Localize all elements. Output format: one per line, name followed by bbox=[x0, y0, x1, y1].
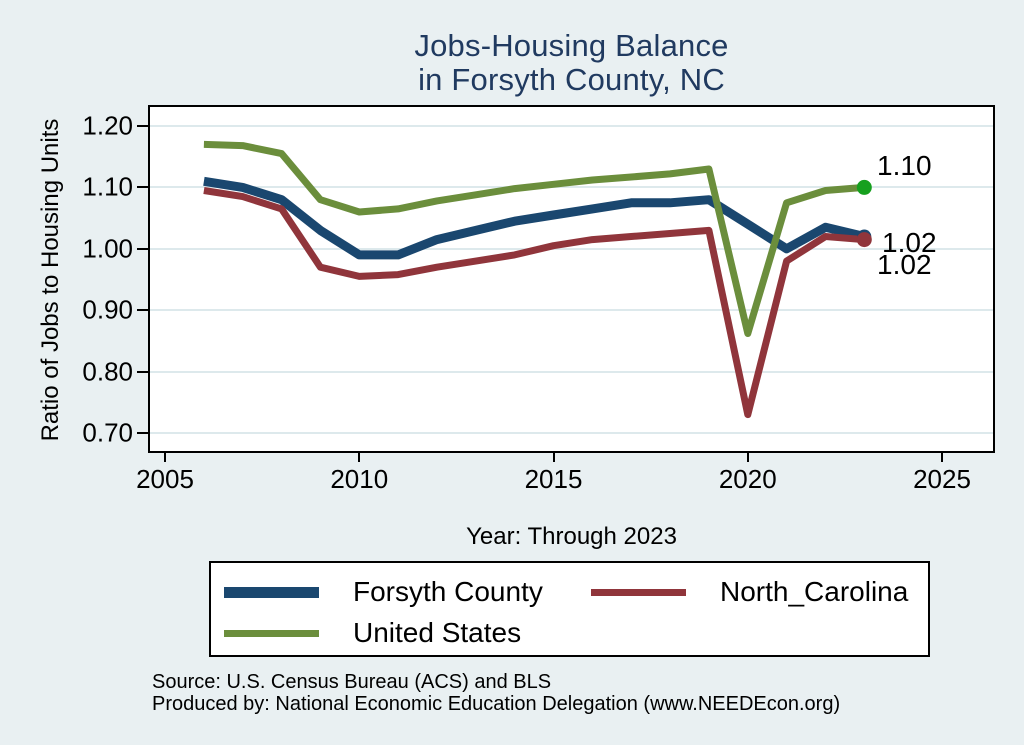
legend-entry-north-carolina: North_Carolina bbox=[591, 574, 908, 610]
legend-label: United States bbox=[353, 617, 522, 648]
gridline bbox=[148, 247, 995, 250]
end-marker-united-states bbox=[856, 179, 872, 195]
y-tick-mark bbox=[137, 125, 148, 127]
end-label-united-states: 1.10 bbox=[877, 150, 932, 182]
gridline bbox=[148, 432, 995, 434]
x-tick-mark bbox=[164, 453, 166, 462]
y-tick-label: 1.00 bbox=[82, 233, 133, 264]
legend-label: Forsyth County bbox=[353, 576, 543, 607]
plot-area: 1.02 1.02 1.10 bbox=[148, 105, 995, 453]
source-line: Source: U.S. Census Bureau (ACS) and BLS bbox=[152, 671, 552, 693]
chart-title-line1: Jobs-Housing Balance bbox=[414, 28, 729, 63]
legend-swatch bbox=[224, 629, 319, 637]
legend-entry-forsyth-county: Forsyth County bbox=[224, 574, 543, 610]
end-label-forsyth-county: 1.02 bbox=[882, 226, 937, 258]
legend-label: North_Carolina bbox=[720, 576, 909, 607]
gridline bbox=[148, 309, 995, 312]
gridline bbox=[148, 370, 995, 373]
x-axis-title: Year: Through 2023 bbox=[466, 523, 677, 550]
y-tick-label: 0.90 bbox=[82, 294, 133, 325]
x-tick-mark bbox=[358, 453, 361, 462]
produced-by-line: Produced by: National Economic Education… bbox=[152, 693, 841, 715]
y-tick-label: 0.70 bbox=[82, 417, 133, 448]
x-tick-label: 2020 bbox=[718, 464, 777, 494]
y-tick-mark bbox=[137, 309, 148, 312]
y-tick-label: 1.20 bbox=[82, 110, 133, 141]
chart-title-line2: in Forsyth County, NC bbox=[418, 62, 725, 97]
series-line-north-carolina bbox=[203, 187, 865, 419]
y-axis-title: Ratio of Jobs to Housing Units bbox=[37, 118, 64, 442]
chart-title: Jobs-Housing Balance in Forsyth County, … bbox=[148, 29, 995, 97]
series-line-forsyth-county bbox=[203, 176, 866, 260]
gridline bbox=[148, 125, 995, 127]
x-tick-mark bbox=[746, 453, 749, 462]
line-series-svg bbox=[203, 140, 872, 419]
legend: Forsyth County North_Carolina United State… bbox=[209, 561, 930, 657]
y-tick-mark bbox=[137, 186, 148, 189]
legend-swatch bbox=[224, 586, 319, 598]
gridline bbox=[148, 186, 995, 189]
y-tick-mark bbox=[137, 432, 148, 434]
y-tick-label: 1.10 bbox=[82, 171, 133, 202]
y-tick-mark bbox=[137, 370, 148, 373]
legend-entry-united-states: United States bbox=[224, 615, 521, 651]
x-tick-label: 2010 bbox=[330, 464, 389, 494]
x-tick-label: 2015 bbox=[524, 464, 583, 494]
end-label-north-carolina: 1.02 bbox=[877, 248, 932, 280]
source-note: Source: U.S. Census Bureau (ACS) and BLS… bbox=[152, 671, 840, 715]
x-tick-mark bbox=[552, 453, 555, 462]
x-tick-label: 2025 bbox=[913, 464, 971, 494]
y-tick-mark bbox=[137, 247, 148, 250]
x-tick-mark bbox=[941, 453, 943, 462]
series-line-united-states bbox=[203, 140, 865, 337]
end-marker-north-carolina bbox=[856, 232, 872, 248]
x-tick-label: 2005 bbox=[136, 464, 194, 494]
y-tick-label: 0.80 bbox=[82, 356, 133, 387]
legend-swatch bbox=[591, 588, 686, 596]
